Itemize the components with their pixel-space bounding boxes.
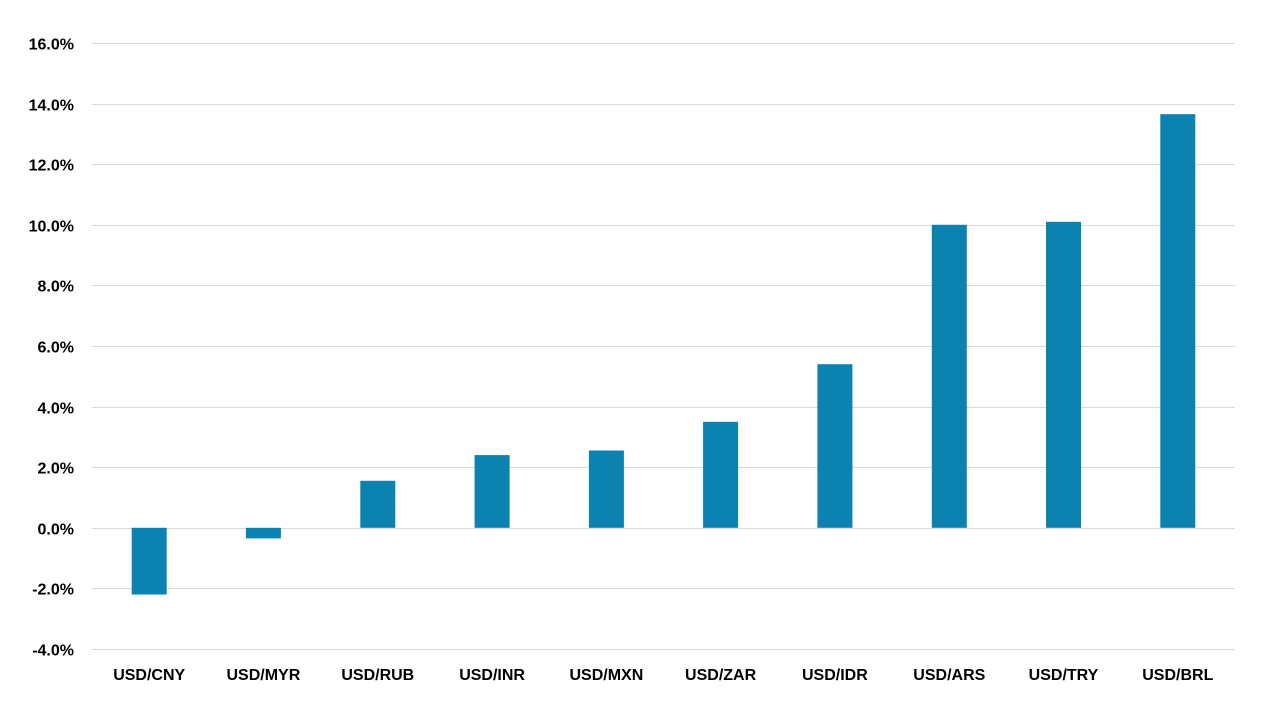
bar-usd-cny xyxy=(131,527,167,595)
x-tick-label: USD/INR xyxy=(459,667,525,684)
y-tick-label: -4.0% xyxy=(32,643,74,660)
bar-usd-zar xyxy=(703,421,739,528)
x-tick-label: USD/MXN xyxy=(570,667,644,684)
y-tick-label: 4.0% xyxy=(38,401,74,418)
bar-usd-mxn xyxy=(588,450,624,528)
bars xyxy=(131,114,1196,595)
bar-usd-ars xyxy=(931,224,967,528)
x-tick-label: USD/MYR xyxy=(227,667,301,684)
x-tick-label: USD/TRY xyxy=(1029,667,1099,684)
x-tick-label: USD/RUB xyxy=(341,667,414,684)
y-tick-label: 14.0% xyxy=(29,98,74,115)
x-tick-label: USD/CNY xyxy=(113,667,185,684)
bar-usd-myr xyxy=(245,527,281,539)
bar-usd-brl xyxy=(1160,114,1196,528)
y-tick-label: 0.0% xyxy=(38,522,74,539)
x-tick-label: USD/ZAR xyxy=(685,667,757,684)
y-tick-label: 12.0% xyxy=(29,158,74,175)
y-tick-label: 10.0% xyxy=(29,219,74,236)
y-tick-label: -2.0% xyxy=(32,582,74,599)
x-tick-label: USD/ARS xyxy=(913,667,985,684)
bar-usd-inr xyxy=(474,455,510,528)
gridlines xyxy=(92,43,1235,650)
y-axis-tick-labels: -4.0% -2.0% 0.0% 2.0% 4.0% 6.0% 8.0% 10.0% 12.0%… xyxy=(29,37,74,660)
bar-usd-rub xyxy=(360,480,396,528)
x-tick-label: USD/IDR xyxy=(802,667,868,684)
y-tick-label: 8.0% xyxy=(38,279,74,296)
x-tick-label: USD/BRL xyxy=(1142,667,1213,684)
x-axis-tick-labels: USD/CNY USD/MYR USD/RUB USD/INR USD/MXN USD/Z… xyxy=(113,667,1213,684)
bar-usd-try xyxy=(1046,221,1081,528)
y-tick-label: 2.0% xyxy=(38,461,74,478)
bar-usd-idr xyxy=(817,364,853,528)
y-tick-label: 6.0% xyxy=(38,340,74,357)
y-tick-label: 16.0% xyxy=(29,37,74,54)
